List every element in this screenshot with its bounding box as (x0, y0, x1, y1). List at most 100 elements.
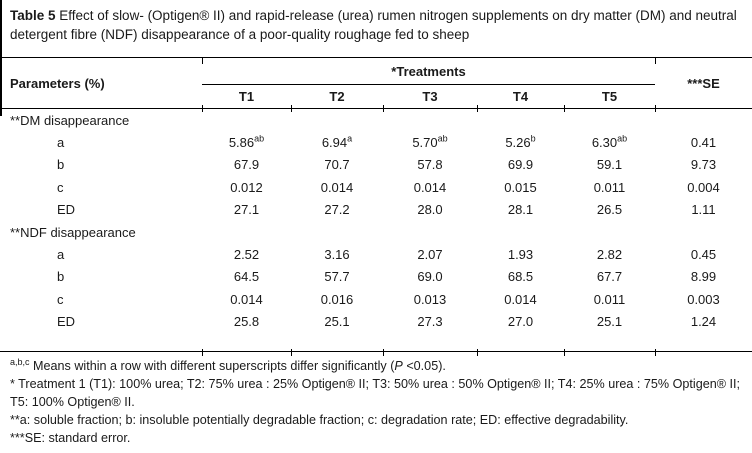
footnote-treatments: * Treatment 1 (T1): 100% urea; T2: 75% u… (10, 376, 740, 409)
value-cell: 0.011 (593, 291, 626, 307)
rule-tick (202, 348, 203, 356)
table-caption: Table 5 Effect of slow- (Optigen® II) an… (0, 0, 752, 44)
table-row-ndf-c: c 0.014 0.016 0.013 0.014 0.011 0.003 (0, 288, 752, 310)
value-cell: 26.5 (596, 202, 623, 218)
table: Parameters (%) *Treatments T1 T2 T3 T4 T… (0, 57, 752, 356)
value-cell: 27.1 (233, 202, 260, 218)
se-cell: 0.41 (690, 135, 717, 151)
value-cell: 27.0 (507, 314, 534, 330)
header-treatments-group: *Treatments T1 T2 T3 T4 T5 (202, 58, 655, 108)
table-row-ndf-a: a 2.52 3.16 2.07 1.93 2.82 0.45 (0, 243, 752, 265)
row-label: ED (57, 314, 76, 330)
value-cell: 69.0 (417, 269, 443, 285)
table-header: Parameters (%) *Treatments T1 T2 T3 T4 T… (0, 57, 752, 112)
se-cell: 8.99 (690, 269, 717, 285)
footnote-p-italic: P (394, 358, 403, 373)
value-cell: 27.2 (324, 202, 350, 218)
column-header-t2: T2 (329, 89, 345, 104)
se-cell: 9.73 (690, 157, 717, 173)
value-cell: 0.014 (504, 291, 537, 307)
value-cell: 70.7 (324, 157, 350, 173)
value-cell: 59.1 (596, 157, 623, 173)
rule-tick (477, 105, 478, 112)
value-cell: 0.014 (230, 291, 263, 307)
value-cell: 64.5 (233, 269, 260, 285)
value: 5.26 (505, 135, 531, 151)
value-cell: 2.82 (596, 247, 623, 263)
value-cell: 28.1 (507, 202, 534, 218)
table-row-dm-b: b 67.9 70.7 57.8 69.9 59.1 9.73 (0, 154, 752, 176)
header-se: ***SE (687, 75, 720, 91)
section-dm-disappearance: **DM disappearance (10, 112, 130, 128)
value-cell: 0.014 (320, 179, 354, 195)
value: 5.70 (412, 135, 438, 151)
footnote-text: Means within a row with different supers… (29, 358, 395, 373)
rule-tick (202, 105, 203, 112)
se-cell: 0.45 (690, 247, 717, 263)
table-number-label: Table 5 (10, 8, 56, 23)
table-row-ndf-ed: ED 25.8 25.1 27.3 27.0 25.1 1.24 (0, 311, 752, 333)
value-cell: 6.30ab (564, 134, 655, 151)
value-cell: 1.93 (507, 247, 534, 263)
value-cell: 0.012 (230, 179, 263, 195)
value: 6.30 (591, 135, 618, 151)
value-cell: 28.0 (417, 202, 443, 218)
header-treatments: *Treatments (202, 58, 655, 85)
value-cell: 0.016 (320, 291, 354, 307)
footnote-se: ***SE: standard error. (10, 430, 131, 445)
footnote-parameters: **a: soluble fraction; b: insoluble pote… (10, 412, 629, 427)
rule-tick (655, 348, 656, 356)
footnote-text: <0.05). (402, 358, 446, 373)
value-cell: 57.8 (417, 157, 443, 173)
row-label: b (57, 157, 65, 173)
value-cell: 5.26b (477, 133, 564, 151)
se-cell: 1.11 (691, 202, 716, 218)
section-ndf-disappearance: **NDF disappearance (10, 224, 136, 240)
se-cell: 0.004 (687, 179, 720, 195)
rule-tick (383, 348, 384, 356)
value-cell: 25.8 (233, 314, 260, 330)
value-cell: 69.9 (507, 157, 534, 173)
value-cell: 0.011 (593, 179, 626, 195)
rule-tick (291, 348, 292, 356)
value-cell: 25.1 (596, 314, 623, 330)
value: 5.86 (228, 135, 255, 151)
rule-tick (655, 105, 656, 112)
value-cell: 0.014 (413, 179, 447, 195)
rule-tick (383, 105, 384, 112)
se-cell: 1.24 (690, 314, 717, 330)
rule-tick (655, 57, 656, 64)
rule-tick (564, 105, 565, 112)
value-cell: 5.70ab (383, 133, 477, 151)
value-cell: 67.7 (596, 269, 623, 285)
superscript: a (347, 133, 353, 144)
row-label: a (57, 247, 65, 263)
value-cell: 27.3 (417, 314, 443, 330)
column-header-t3: T3 (422, 89, 438, 104)
value-cell: 2.52 (233, 247, 260, 263)
table-row-dm-a: a 5.86ab 6.94a 5.70ab 5.26b 6.30ab 0.41 (0, 131, 752, 153)
superscript: ab (437, 133, 448, 144)
value-cell: 0.013 (413, 291, 447, 307)
footnotes: a,b,c Means within a row with different … (0, 352, 752, 447)
footnote-superscript: a,b,c (10, 356, 30, 367)
column-header-t5: T5 (601, 89, 618, 104)
row-label: c (57, 291, 64, 307)
row-label: c (57, 179, 64, 195)
rule-tick (477, 348, 478, 356)
value-cell: 0.015 (504, 179, 537, 195)
value-cell: 67.9 (233, 157, 260, 173)
row-label: ED (57, 202, 76, 218)
table-body: **DM disappearance a 5.86ab 6.94a 5.70ab… (0, 109, 752, 356)
superscript: b (530, 133, 536, 144)
table-row-ndf-b: b 64.5 57.7 69.0 68.5 67.7 8.99 (0, 266, 752, 288)
rule-tick (564, 348, 565, 356)
value-cell: 25.1 (324, 314, 350, 330)
value-cell: 57.7 (324, 269, 350, 285)
value-cell: 2.07 (417, 247, 443, 263)
value: 6.94 (321, 135, 348, 151)
footnote-significance: a,b,c Means within a row with different … (10, 357, 743, 375)
scan-edge-artifact (0, 0, 2, 116)
column-header-t4: T4 (512, 89, 529, 104)
